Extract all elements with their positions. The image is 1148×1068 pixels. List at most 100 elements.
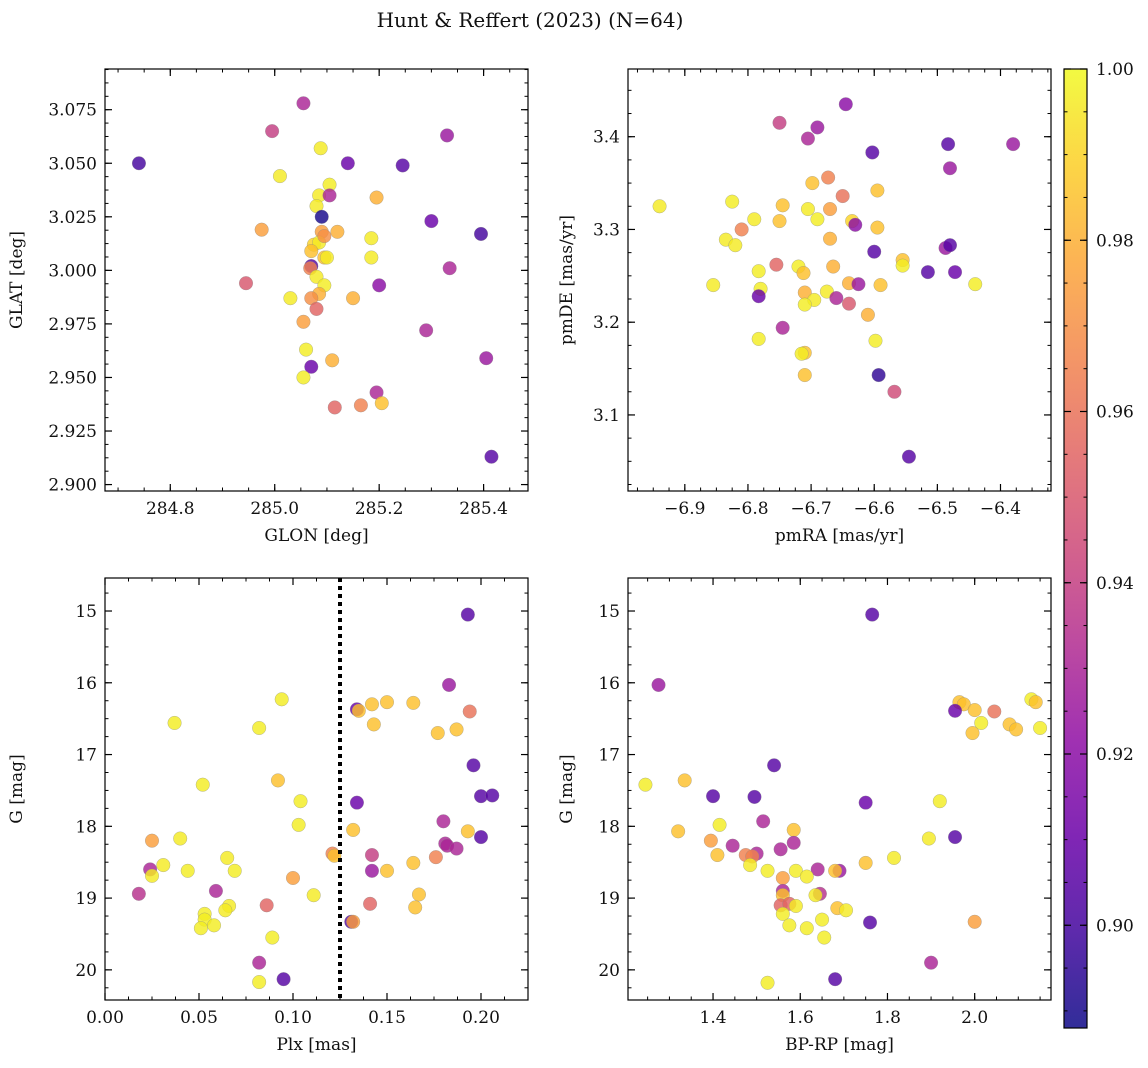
scatter-point [773,842,788,857]
x-tick-label: −6.4 [980,499,1021,519]
scatter-point [314,209,329,224]
scatter-point [895,258,910,273]
x-tick-label: −6.5 [917,499,958,519]
scatter-point [1009,722,1024,737]
scatter-point [942,238,958,253]
scatter-point [379,695,395,710]
scatter-point [460,824,475,839]
panel-2: −6.9 −6.8 −6.7 −6.6 −6.5 −6.4 3.1 3.2 3.3 3.4 pmRA… [557,68,1052,546]
scatter-point [775,198,790,213]
scatter-point [862,915,878,930]
scatter-point [220,850,235,865]
y-tick-label: 16 [75,674,97,694]
panel-1: 284.8 285.0 285.2 285.4 2.900 2.925 2.950 2.975… [7,68,529,546]
colorbar-tick-label: 0.98 [1096,231,1134,251]
y-tick-label: 3.050 [48,154,97,174]
y-tick-label: 3.4 [593,128,620,148]
scatter-point [808,888,823,903]
scatter-point [810,212,825,227]
scatter-point [252,975,267,990]
colorbar-tick-label: 0.92 [1096,745,1134,765]
scatter-point [406,695,421,710]
x-tick-label: 1.8 [874,1008,901,1028]
scatter-point [822,231,838,246]
y-tick-label: 3.000 [48,261,97,281]
scatter-point [319,250,334,265]
scatter-point [156,858,171,873]
scatter-point [291,817,306,832]
x-tick-label: 0.15 [368,1008,406,1028]
x-tick-label: 0.20 [462,1008,500,1028]
minor-ticks [628,69,1051,491]
scatter-point [379,863,395,878]
scatter-point [786,835,801,850]
scatter-point [829,291,844,306]
minor-ticks [628,578,1051,1000]
scatter-point [865,145,880,160]
scatter-point [867,244,882,259]
scatter-point [206,918,222,933]
scatter-point [1028,695,1043,710]
scatter-point [272,169,287,184]
scatter-point [424,214,439,229]
x-tick-label: 285.0 [250,499,299,519]
scatter-point [408,900,423,915]
y-tick-label: 3.3 [593,220,620,240]
scatter-point [775,320,790,335]
scatter-point [838,97,853,112]
scatter-point [967,914,982,929]
y-tick-label: 3.075 [48,101,97,121]
scatter-point [775,870,790,886]
scatter-point [788,863,803,878]
scatter-point [901,449,916,464]
y-tick-label: 16 [598,674,620,694]
scatter-point [797,297,812,312]
y-tick-label: 19 [75,889,97,909]
y-tick-label: 17 [75,746,97,766]
scatter-point [304,359,319,374]
y-tick-label: 15 [75,602,97,622]
x-tick-label: 1.4 [700,1008,727,1028]
x-axis-label: Plx [mas] [276,1035,356,1055]
scatter-point [304,244,319,259]
minor-ticks [104,578,529,1000]
scatter-point [799,921,814,936]
scatter-point [941,137,956,152]
scatter-point [794,346,809,361]
scatter-point [886,850,902,865]
scatter-point [322,188,337,203]
colorbar-tick-label: 1.00 [1096,60,1134,80]
y-axis-label: G [mag] [557,754,577,823]
scatter-points [652,97,1021,464]
scatter-point [485,788,500,803]
scatter-point [772,214,787,229]
scatter-point [965,725,980,741]
scatter-point [309,301,324,316]
scatter-points [638,607,1048,990]
scatter-point [436,814,451,829]
x-tick-label: 0.05 [180,1008,218,1028]
scatter-point [306,888,321,903]
scatter-point [351,703,366,718]
scatter-point [920,265,935,280]
scatter-point [353,398,368,413]
scatter-point [870,220,885,235]
scatter-point [924,955,939,970]
scatter-point [460,607,475,622]
scatter-point [805,176,820,191]
scatter-point [466,758,481,773]
scatter-point [265,124,280,139]
scatter-point [786,822,801,837]
figure-title: Hunt & Reffert (2023) (N=64) [377,8,684,32]
scatter-point [865,607,880,622]
scatter-point [835,189,850,204]
scatter-point [131,156,146,171]
scatter-point [144,868,160,883]
scatter-point [208,883,223,898]
scatter-point [252,955,267,970]
scatter-point [325,353,340,368]
scatter-point [797,368,812,383]
scatter-point [710,847,725,863]
scatter-point [705,789,721,804]
scatter-point [638,777,653,792]
